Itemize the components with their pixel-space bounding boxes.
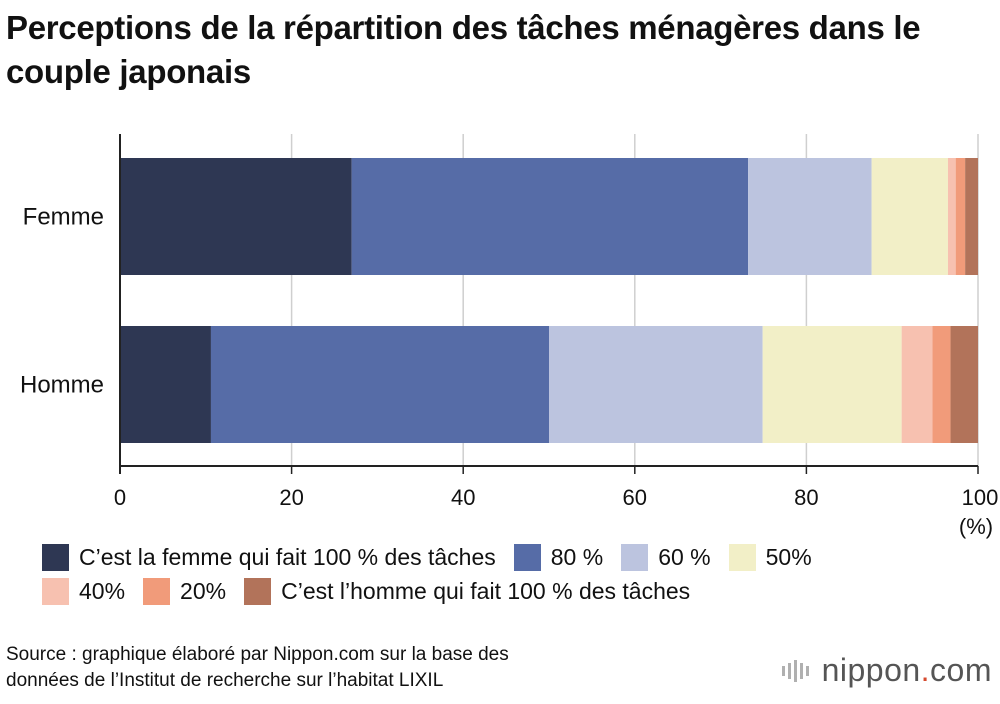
legend-swatch: [621, 543, 649, 571]
legend: C’est la femme qui fait 100 % des tâches…: [42, 540, 992, 608]
legend-swatch: [513, 543, 541, 571]
legend-label: 80 %: [550, 544, 604, 570]
legend-label: C’est l’homme qui fait 100 % des tâches: [281, 578, 691, 604]
legend-item: 40%: [42, 574, 125, 608]
x-unit-label: (%): [959, 514, 993, 539]
bar-segment-femme-5: [955, 158, 966, 275]
legend-label: C’est la femme qui fait 100 % des tâches: [79, 544, 496, 570]
x-tick-label: 0: [114, 485, 126, 510]
bar-segment-femme-3: [871, 158, 948, 275]
bar-segment-homme-3: [762, 326, 902, 443]
legend-item: C’est l’homme qui fait 100 % des tâches: [244, 574, 690, 608]
source-note: Source : graphique élaboré par Nippon.co…: [6, 642, 706, 694]
legend-label: 60 %: [658, 544, 711, 570]
bar-segment-femme-2: [748, 158, 872, 275]
chart-title: Perceptions de la répartition des tâches…: [6, 9, 921, 90]
legend-row: 40% 20% C’est l’homme qui fait 100 % des t…: [42, 574, 992, 608]
bar-segment-femme-6: [965, 158, 978, 275]
legend-label: 50%: [765, 544, 812, 570]
logo-name: nippon: [821, 652, 921, 688]
x-tick-label: 40: [451, 485, 475, 510]
source-line-2: données de l’Institut de recherche sur l…: [6, 670, 444, 691]
category-label: Femme: [23, 204, 104, 231]
category-label: Homme: [20, 372, 104, 399]
legend-item: 80 %: [513, 540, 604, 574]
bar-segment-femme-0: [120, 158, 352, 275]
legend-row: C’est la femme qui fait 100 % des tâches…: [42, 540, 992, 574]
legend-label: 40%: [79, 578, 126, 604]
bar-segment-homme-4: [901, 326, 933, 443]
legend-swatch: [244, 577, 272, 605]
bar-chart: 0 20 40 60 80 100 (%) Femme Homme: [20, 134, 998, 539]
bar-segment-homme-6: [950, 326, 978, 443]
logo-dot: .: [920, 652, 931, 688]
x-tick-label: 20: [279, 485, 303, 510]
bars: [120, 158, 978, 443]
bar-segment-homme-0: [120, 326, 211, 443]
source-line-1: Source : graphique élaboré par Nippon.co…: [6, 644, 509, 665]
x-tick-label: 80: [794, 485, 818, 510]
axes: 0 20 40 60 80 100 (%) Femme Homme: [20, 134, 998, 539]
legend-swatch: [42, 543, 69, 571]
x-tick-label: 100: [962, 485, 999, 510]
legend-swatch: [42, 577, 69, 605]
legend-label: 20%: [180, 578, 227, 604]
bar-segment-femme-4: [947, 158, 956, 275]
legend-item: 50%: [728, 540, 812, 574]
legend-swatch: [728, 543, 756, 571]
bar-segment-homme-5: [932, 326, 951, 443]
legend-item: 20%: [143, 574, 226, 608]
legend-item: C’est la femme qui fait 100 % des tâches: [42, 540, 496, 574]
bar-segment-homme-2: [549, 326, 763, 443]
bar-segment-homme-1: [210, 326, 549, 443]
legend-swatch: [143, 577, 171, 605]
logo-suffix: com: [930, 652, 992, 688]
legend-item: 60 %: [621, 540, 711, 574]
bar-segment-femme-1: [351, 158, 749, 275]
logo-bars-icon: [781, 659, 812, 682]
nippon-logo: nippon. com: [781, 652, 992, 689]
x-tick-label: 60: [623, 485, 647, 510]
